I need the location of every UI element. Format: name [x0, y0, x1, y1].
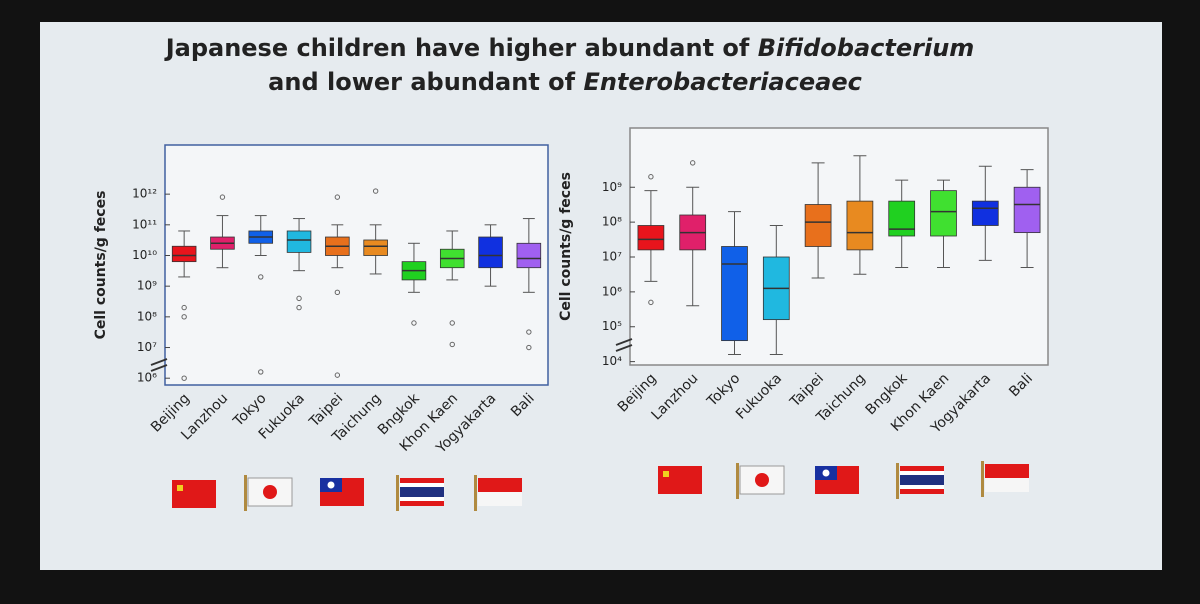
flag-indonesia — [474, 475, 522, 511]
y-tick-label: 10⁴ — [602, 354, 622, 368]
y-tick-label: 10¹⁰ — [132, 248, 157, 262]
axis-break — [615, 338, 633, 352]
outlier — [296, 295, 302, 302]
outlier — [334, 194, 341, 200]
y-tick-label: 10⁶ — [602, 284, 622, 298]
flag-japan — [735, 462, 785, 500]
y-tick-label: 10⁵ — [602, 319, 622, 333]
outlier — [181, 304, 187, 311]
outlier — [258, 274, 264, 280]
outlier — [296, 304, 302, 311]
outlier — [449, 341, 455, 348]
outlier — [411, 320, 417, 326]
flag-china — [658, 466, 702, 494]
outlier — [648, 174, 654, 180]
outlier — [526, 344, 532, 351]
outlier — [526, 329, 532, 335]
box — [971, 200, 999, 226]
outlier — [690, 160, 696, 166]
outlier — [181, 375, 187, 381]
box — [363, 239, 388, 256]
box — [846, 200, 874, 251]
box — [516, 242, 542, 269]
outlier — [334, 372, 341, 378]
flag-thailand — [896, 463, 944, 499]
y-tick-label: 10¹² — [132, 187, 157, 201]
outlier — [181, 314, 187, 320]
box — [804, 204, 832, 247]
flag-taiwan — [320, 478, 364, 506]
axis-break — [150, 358, 168, 372]
box — [478, 236, 503, 269]
slide-title-line1: Japanese children have higher abundant o… — [164, 34, 975, 62]
y-tick-label: 10⁹ — [602, 180, 622, 194]
y-tick-label: 10⁹ — [137, 279, 157, 293]
y-axis-label: Cell counts/g feces — [93, 191, 109, 340]
title-italic: Enterobacteriaceaec — [583, 68, 861, 96]
y-axis-label: Cell counts/g feces — [558, 172, 574, 321]
box — [721, 246, 748, 342]
title-text: and lower abundant of — [268, 68, 583, 96]
outlier — [449, 320, 455, 326]
flag-indonesia — [981, 461, 1029, 497]
box — [1013, 186, 1041, 234]
y-tick-label: 10⁸ — [602, 215, 622, 229]
box — [171, 245, 197, 263]
outlier — [258, 369, 264, 375]
title-italic: Bifidobacterium — [758, 34, 975, 62]
outlier — [648, 299, 654, 306]
flag-taiwan — [815, 466, 859, 494]
outlier — [372, 188, 379, 194]
y-tick-label: 10⁶ — [137, 371, 157, 385]
box — [286, 230, 312, 253]
y-tick-label: 10⁷ — [137, 340, 157, 354]
outlier — [334, 289, 341, 296]
slide-title-line2: and lower abundant of Enterobacteriaceae… — [268, 68, 862, 96]
box — [930, 190, 957, 237]
y-tick-label: 10⁸ — [137, 309, 157, 323]
y-tick-label: 10⁷ — [602, 249, 622, 263]
flag-japan — [243, 474, 293, 512]
outlier — [219, 194, 226, 200]
flag-thailand — [396, 475, 444, 511]
flag-china — [172, 480, 216, 508]
box — [637, 225, 665, 251]
title-text: Japanese children have higher abundant o… — [164, 34, 758, 62]
box — [888, 200, 916, 237]
y-tick-label: 10¹¹ — [132, 217, 157, 231]
